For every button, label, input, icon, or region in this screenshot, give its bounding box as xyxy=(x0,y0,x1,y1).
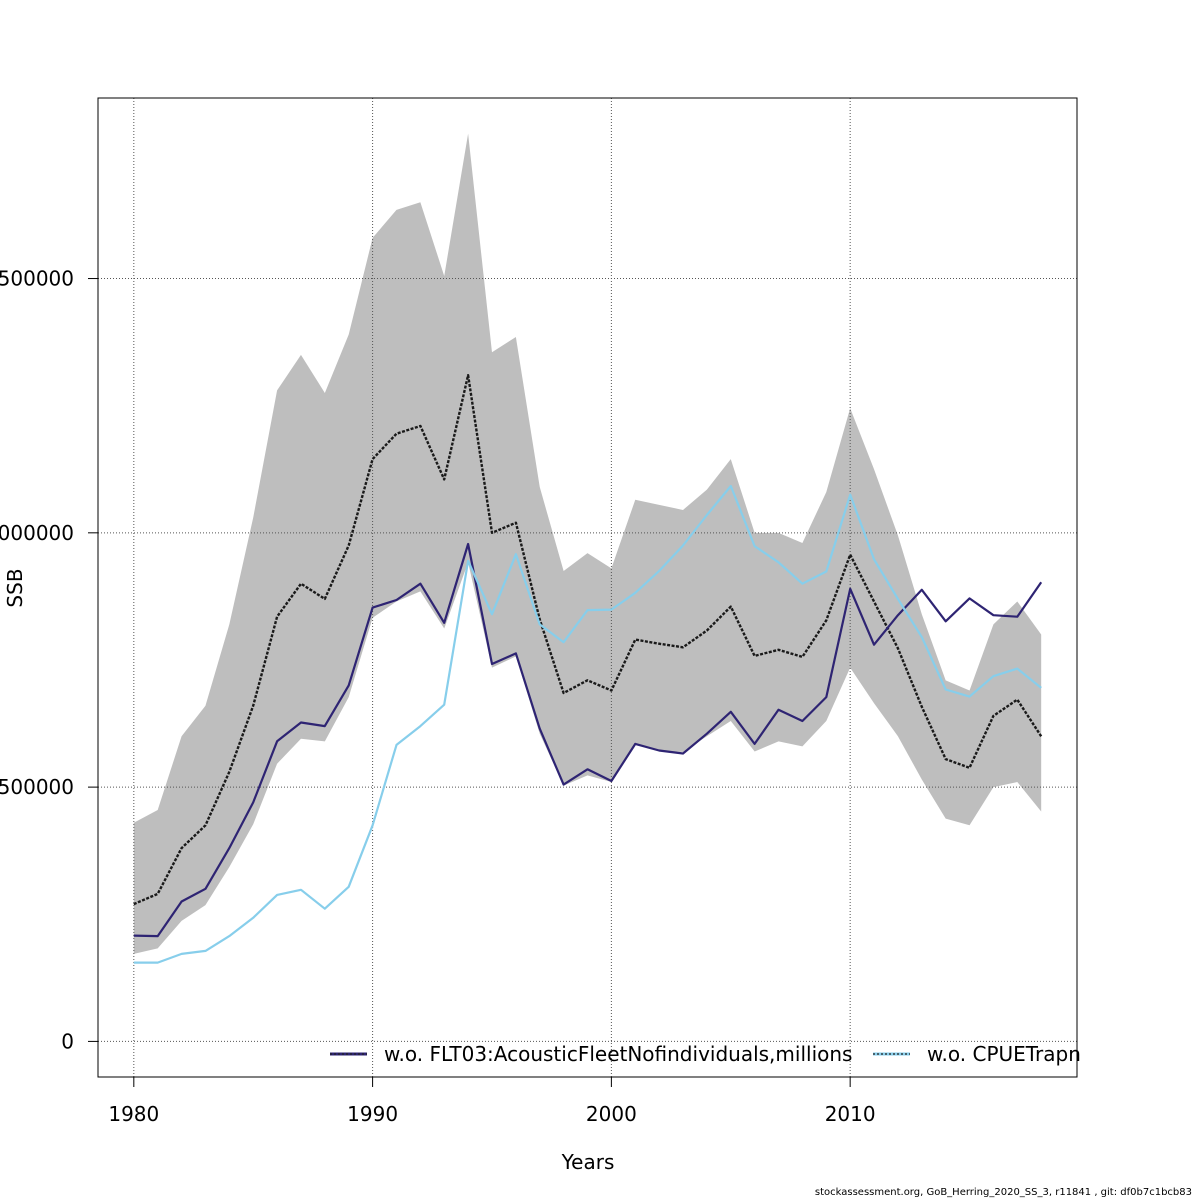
y-tick-label: 500000 xyxy=(0,775,74,799)
y-tick-label: 1000000 xyxy=(0,521,74,545)
series-layer xyxy=(133,374,1043,964)
x-tick-label: 1990 xyxy=(347,1102,398,1126)
y-tick-label: 0 xyxy=(61,1029,74,1053)
axis-layer: 1980 1990 2000 2010 0 500000 1000000 1500000 xyxy=(0,267,876,1126)
series-line-2 xyxy=(133,484,1042,964)
legend-label: w.o. CPUETrapn xyxy=(927,1042,1081,1066)
confidence-band-layer xyxy=(133,133,1042,954)
confidence-band xyxy=(133,133,1042,954)
grid-layer xyxy=(98,98,1077,1077)
legend-label: w.o. FLT03:AcousticFleetNofindividuals,m… xyxy=(384,1042,852,1066)
x-tick-label: 2010 xyxy=(825,1102,876,1126)
x-tick-label: 1980 xyxy=(108,1102,159,1126)
series-line-0 xyxy=(133,374,1043,906)
series-line-1 xyxy=(133,542,1043,938)
footer-note: stockassessment.org, GoB_Herring_2020_SS… xyxy=(814,1187,1192,1198)
y-axis-label: SSB xyxy=(3,568,27,607)
y-tick-label: 1500000 xyxy=(0,267,74,291)
legend: w.o. FLT03:AcousticFleetNofindividuals,m… xyxy=(330,1042,1081,1066)
x-axis-label: Years xyxy=(561,1150,615,1174)
x-tick-label: 2000 xyxy=(586,1102,637,1126)
